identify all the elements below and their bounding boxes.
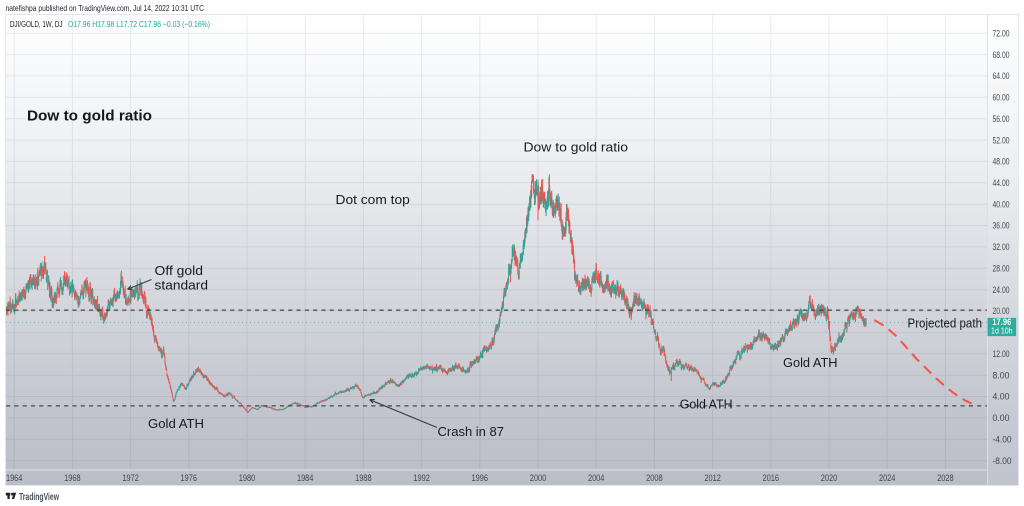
svg-text:Dot com top: Dot com top [336,192,410,207]
svg-text:2000: 2000 [530,473,547,483]
svg-text:32.00: 32.00 [993,242,1010,252]
svg-text:1984: 1984 [297,473,314,483]
svg-text:24.00: 24.00 [993,285,1010,295]
svg-text:Gold ATH: Gold ATH [148,416,204,431]
svg-text:2004: 2004 [588,473,605,483]
svg-text:1d 10h: 1d 10h [991,327,1013,336]
svg-text:8.00: 8.00 [993,370,1010,380]
svg-text:2020: 2020 [821,473,838,483]
svg-text:0.00: 0.00 [993,413,1010,423]
svg-text:-4.00: -4.00 [993,435,1012,445]
svg-text:1996: 1996 [472,473,489,483]
svg-text:Gold ATH: Gold ATH [680,396,733,411]
svg-text:Off gold: Off gold [155,263,204,278]
svg-text:-8.00: -8.00 [993,456,1012,466]
svg-text:Projected path: Projected path [908,315,983,330]
svg-text:Dow to gold ratio: Dow to gold ratio [524,139,629,154]
svg-text:1976: 1976 [181,473,198,483]
svg-text:48.00: 48.00 [993,157,1010,167]
svg-text:12.00: 12.00 [993,349,1010,359]
svg-text:Dow to gold ratio: Dow to gold ratio [27,108,152,125]
svg-text:natefishpa published on Tradin: natefishpa published on TradingView.com,… [6,3,205,13]
svg-text:17.96: 17.96 [992,317,1011,327]
svg-text:2012: 2012 [704,473,721,483]
svg-text:1980: 1980 [239,473,256,483]
svg-text:4.00: 4.00 [993,392,1010,402]
svg-text:40.00: 40.00 [993,199,1010,209]
svg-text:56.00: 56.00 [993,114,1010,124]
svg-text:1968: 1968 [64,473,81,483]
svg-text:DJI/GOLD, 1W, DJ: DJI/GOLD, 1W, DJ [10,19,63,29]
svg-text:1972: 1972 [122,473,139,483]
svg-text:60.00: 60.00 [993,93,1010,103]
svg-text:Gold ATH: Gold ATH [783,355,838,370]
svg-text:28.00: 28.00 [993,264,1010,274]
svg-text:1992: 1992 [413,473,430,483]
svg-text:68.00: 68.00 [993,50,1010,60]
svg-text:44.00: 44.00 [993,178,1010,188]
svg-text:1988: 1988 [355,473,372,483]
svg-text:64.00: 64.00 [993,71,1010,81]
svg-text:TradingView: TradingView [19,492,59,503]
svg-text:36.00: 36.00 [993,221,1010,231]
svg-text:2024: 2024 [879,473,896,483]
svg-text:72.00: 72.00 [993,28,1010,38]
svg-text:2016: 2016 [763,473,780,483]
svg-text:Crash in 87: Crash in 87 [438,424,505,439]
svg-text:2008: 2008 [646,473,663,483]
svg-text:20.00: 20.00 [993,306,1010,316]
svg-text:52.00: 52.00 [993,135,1010,145]
svg-text:2028: 2028 [937,473,954,483]
svg-text:standard: standard [155,278,209,293]
svg-text:1964: 1964 [6,473,23,483]
svg-text:O17.96 H17.98 L17.72 C17.96 −0: O17.96 H17.98 L17.72 C17.96 −0.03 (−0.16… [68,19,210,29]
